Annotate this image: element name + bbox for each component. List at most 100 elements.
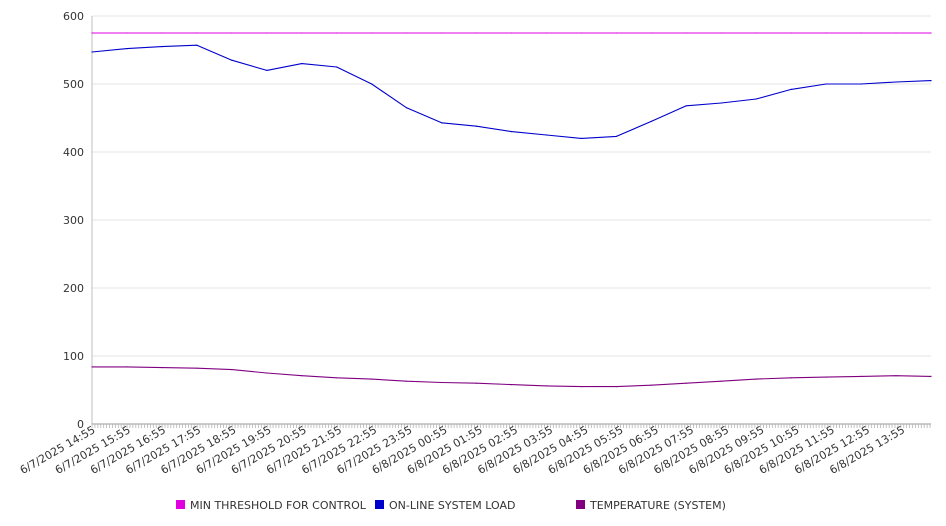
data-point <box>371 83 373 85</box>
data-point <box>336 66 338 68</box>
legend-item[interactable]: TEMPERATURE (SYSTEM) <box>576 499 726 512</box>
data-point <box>441 122 443 124</box>
data-point <box>406 380 408 382</box>
data-point <box>126 366 128 368</box>
data-point <box>545 385 548 387</box>
data-point <box>825 32 827 34</box>
series-line-2 <box>92 366 932 388</box>
data-point <box>475 382 478 384</box>
data-point <box>441 381 443 384</box>
data-point <box>266 32 268 34</box>
y-tick-label: 0 <box>77 418 84 431</box>
data-point <box>685 105 687 107</box>
data-point <box>231 369 233 371</box>
series <box>91 32 932 388</box>
data-point <box>825 83 827 85</box>
data-point <box>580 386 583 388</box>
data-point <box>510 32 513 34</box>
y-tick-label: 200 <box>63 282 84 295</box>
data-point <box>755 32 757 34</box>
data-point <box>231 32 233 34</box>
data-point <box>685 32 687 34</box>
legend-item[interactable]: ON-LINE SYSTEM LOAD <box>375 499 515 512</box>
y-axis-ticks: 0 100 200 300 400 500 600 <box>63 10 84 431</box>
data-point <box>720 380 722 382</box>
legend: MIN THRESHOLD FOR CONTROL ON-LINE SYSTEM … <box>176 499 726 512</box>
grid <box>92 15 931 357</box>
data-point <box>755 98 757 100</box>
data-point <box>860 32 862 34</box>
data-point <box>930 80 932 82</box>
legend-swatch <box>576 500 585 509</box>
y-tick-label: 400 <box>63 146 84 159</box>
data-point <box>510 131 513 133</box>
data-point <box>406 107 408 109</box>
data-point <box>196 32 198 34</box>
legend-item[interactable]: MIN THRESHOLD FOR CONTROL <box>176 499 367 512</box>
data-point <box>126 32 128 34</box>
legend-swatch <box>375 500 384 509</box>
data-point <box>91 51 93 53</box>
data-point <box>406 32 408 34</box>
data-point <box>266 69 268 71</box>
data-point <box>266 372 268 374</box>
data-point <box>441 32 443 34</box>
y-tick-label: 300 <box>63 214 84 227</box>
axes <box>91 16 931 428</box>
data-point <box>196 367 198 369</box>
data-point <box>790 377 792 379</box>
data-point <box>615 386 618 388</box>
y-tick-label: 500 <box>63 78 84 91</box>
x-axis-ticks: 6/7/2025 14:556/7/2025 15:556/7/2025 16:… <box>18 423 907 477</box>
data-point <box>91 366 93 368</box>
data-point <box>91 32 93 34</box>
data-point <box>231 59 233 61</box>
legend-label: TEMPERATURE (SYSTEM) <box>589 499 726 512</box>
data-point <box>580 137 583 139</box>
data-point <box>196 44 198 46</box>
data-point <box>720 102 722 104</box>
legend-label: ON-LINE SYSTEM LOAD <box>389 499 515 512</box>
data-point <box>895 81 897 83</box>
data-point <box>475 32 478 34</box>
data-point <box>650 120 652 122</box>
data-point <box>301 375 303 377</box>
data-point <box>336 32 338 34</box>
data-point <box>301 32 303 34</box>
data-point <box>371 378 373 380</box>
legend-label: MIN THRESHOLD FOR CONTROL <box>190 499 367 512</box>
data-point <box>161 367 163 369</box>
data-point <box>475 125 478 127</box>
data-point <box>580 32 583 34</box>
data-point <box>615 135 618 137</box>
y-tick-label: 100 <box>63 350 84 363</box>
data-point <box>930 32 932 34</box>
data-point <box>685 382 687 384</box>
data-point <box>860 375 862 377</box>
series-line-1 <box>91 44 932 139</box>
data-point <box>301 63 303 65</box>
data-point <box>650 384 652 386</box>
data-point <box>720 32 722 34</box>
data-point <box>371 32 373 34</box>
data-point <box>545 32 548 34</box>
data-point <box>790 32 792 34</box>
data-point <box>650 32 652 34</box>
data-point <box>161 32 163 34</box>
data-point <box>510 384 513 386</box>
data-point <box>755 378 757 380</box>
data-point <box>860 83 862 85</box>
data-point <box>336 377 338 379</box>
data-point <box>790 88 792 90</box>
data-point <box>126 48 128 50</box>
data-point <box>895 32 897 34</box>
data-point <box>895 375 897 377</box>
data-point <box>161 46 163 48</box>
data-point <box>825 376 827 378</box>
data-point <box>615 32 618 34</box>
data-point <box>545 134 548 136</box>
data-point <box>930 375 932 377</box>
legend-swatch <box>176 500 185 509</box>
y-tick-label: 600 <box>63 10 84 23</box>
